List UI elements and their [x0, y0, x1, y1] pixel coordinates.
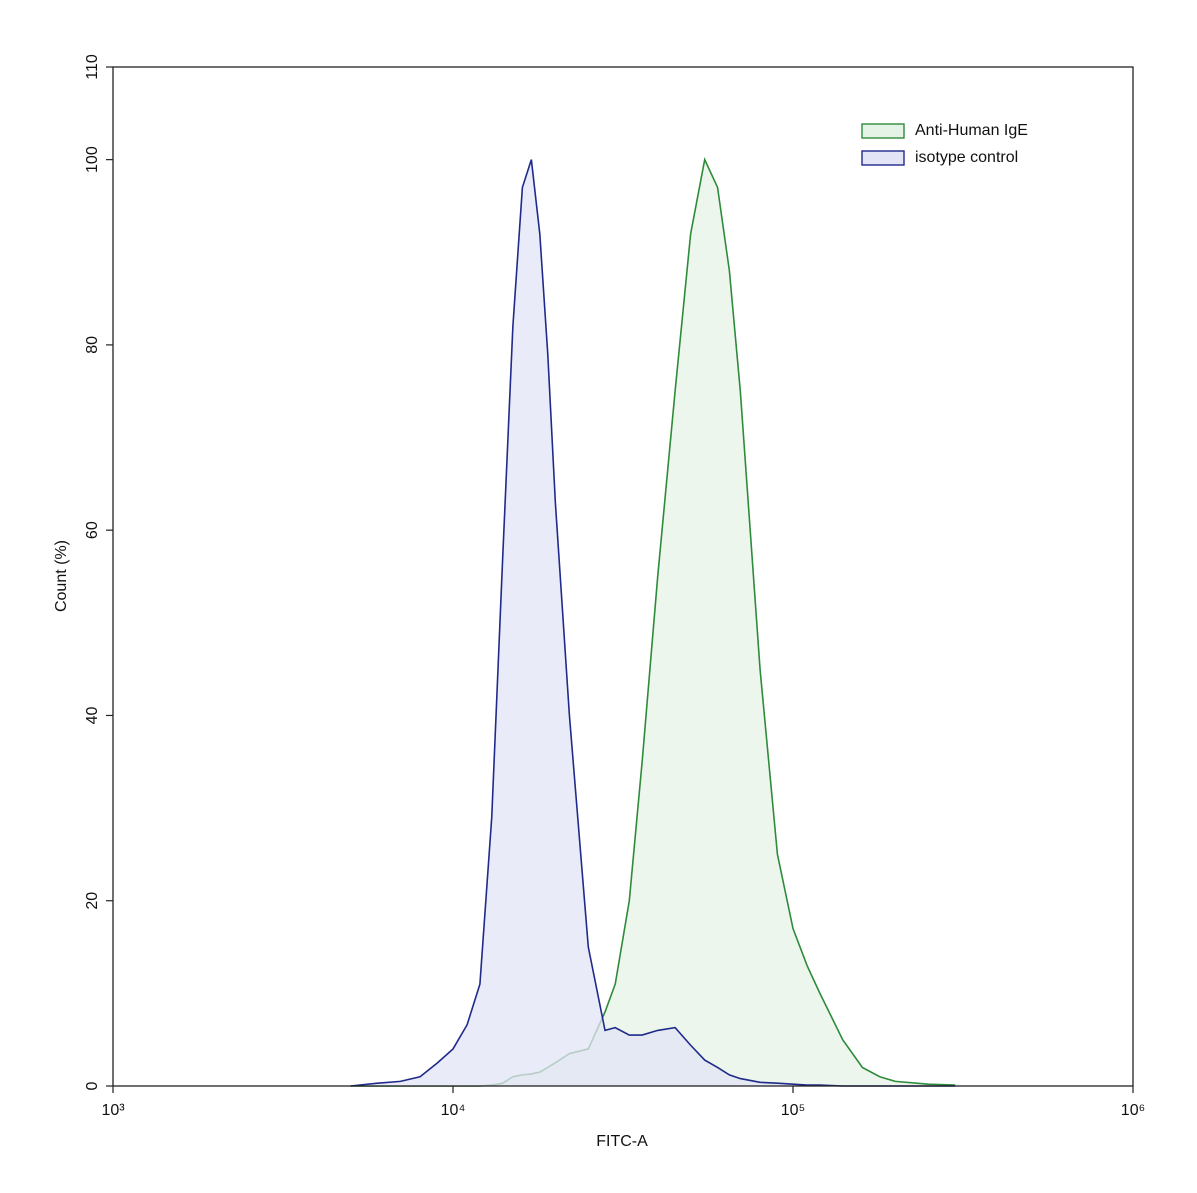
legend-label: Anti-Human IgE	[915, 122, 1028, 139]
x-tick-label: 10⁶	[1121, 1102, 1145, 1119]
y-tick-label: 110	[84, 54, 101, 80]
x-tick-label: 10³	[101, 1102, 125, 1119]
y-tick-label: 0	[84, 1081, 101, 1090]
histogram-line	[350, 159, 956, 1087]
legend-swatch	[861, 123, 905, 139]
x-axis-label: FITC-A	[596, 1133, 648, 1150]
y-tick-label: 20	[84, 892, 101, 910]
y-tick-label: 100	[84, 146, 101, 173]
plot-frame	[112, 66, 1134, 1087]
legend-swatch	[861, 150, 905, 166]
area-fill	[350, 159, 956, 1086]
y-axis-label: Count (%)	[53, 540, 70, 612]
y-tick-label: 60	[84, 521, 101, 539]
legend-label: isotype control	[915, 149, 1018, 166]
y-tick-label: 40	[84, 706, 101, 724]
x-tick-label: 10⁵	[781, 1102, 805, 1119]
y-tick-label: 80	[84, 336, 101, 354]
area-fill	[350, 159, 956, 1086]
x-tick-label: 10⁴	[441, 1102, 466, 1119]
